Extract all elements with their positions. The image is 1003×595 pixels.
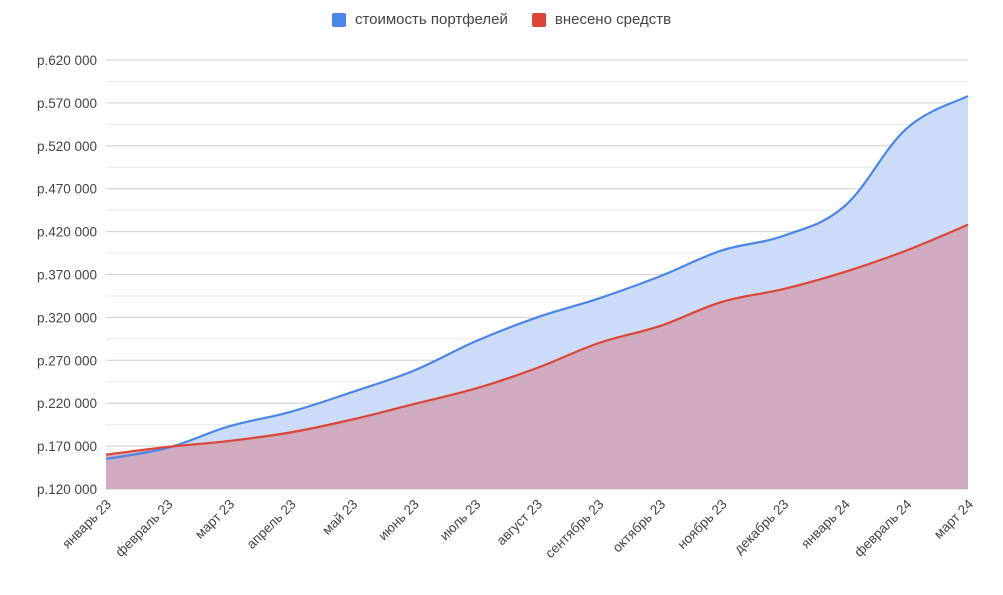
series-area-deposits — [106, 224, 968, 489]
series-line-portfolio — [105, 95, 969, 461]
x-tick-label: июль 23 — [437, 497, 484, 544]
legend-label-portfolio: стоимость портфелей — [354, 11, 508, 28]
y-tick-label: р.120 000 — [37, 482, 97, 497]
x-tick-label: январь 23 — [59, 497, 114, 552]
chart-legend: стоимость портфелей внесено средств — [0, 11, 1003, 28]
y-tick-label: р.520 000 — [37, 139, 97, 154]
x-tick-label: август 23 — [494, 497, 546, 549]
y-tick-label: р.270 000 — [37, 353, 97, 368]
x-tick-label: май 23 — [319, 497, 360, 538]
legend-swatch-deposits — [531, 12, 546, 27]
series-line-deposits — [105, 223, 969, 456]
x-tick-label: октябрь 23 — [609, 497, 668, 556]
x-tick-label: февраль 24 — [851, 496, 915, 560]
x-tick-label: ноябрь 23 — [674, 497, 729, 552]
y-axis-ticks: р.120 000 р.170 000 р.220 000 р.270 000 р.32… — [37, 53, 97, 497]
y-tick-label: р.320 000 — [37, 310, 97, 325]
x-tick-label: февраль 23 — [112, 497, 175, 560]
y-tick-label: р.470 000 — [37, 182, 97, 197]
area-layer — [106, 96, 968, 489]
legend-label-deposits: внесено средств — [554, 11, 672, 28]
x-tick-label: сентябрь 23 — [542, 497, 607, 562]
legend-item-portfolio[interactable]: стоимость портфелей — [331, 11, 508, 28]
legend-swatch-portfolio — [331, 12, 346, 27]
x-tick-label: июнь 23 — [375, 497, 422, 544]
y-tick-label: р.620 000 — [37, 53, 97, 68]
legend-item-deposits[interactable]: внесено средств — [531, 11, 672, 28]
y-tick-label: р.420 000 — [37, 225, 97, 240]
x-tick-label: апрель 23 — [244, 497, 299, 552]
y-tick-label: р.220 000 — [37, 396, 97, 411]
y-tick-label: р.570 000 — [37, 96, 97, 111]
x-tick-label: март 23 — [192, 497, 237, 542]
x-tick-label: март 24 — [931, 496, 977, 542]
x-tick-label: январь 24 — [798, 496, 853, 551]
line-layer — [105, 95, 969, 461]
x-tick-label: декабрь 23 — [731, 497, 791, 557]
y-tick-label: р.370 000 — [37, 268, 97, 283]
y-tick-label: р.170 000 — [37, 439, 97, 454]
